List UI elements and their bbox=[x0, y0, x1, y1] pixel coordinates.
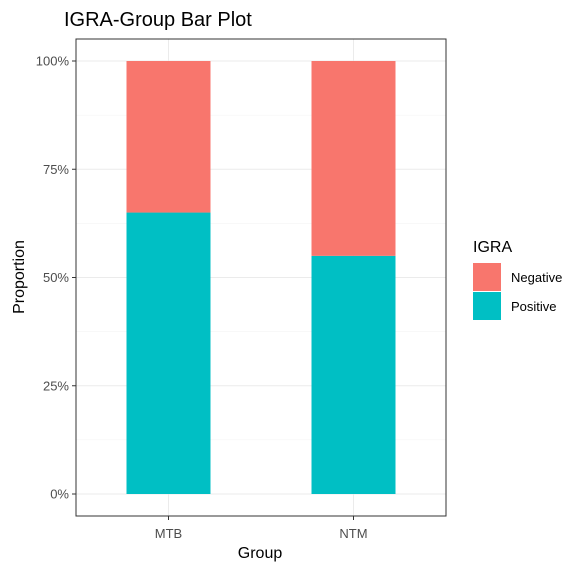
x-axis-title: Group bbox=[238, 545, 283, 562]
chart-title: IGRA-Group Bar Plot bbox=[64, 9, 252, 31]
legend-title: IGRA bbox=[473, 239, 512, 256]
y-tick-label: 50% bbox=[43, 270, 69, 285]
bar-mtb-positive bbox=[126, 212, 211, 495]
x-tick-label: NTM bbox=[339, 526, 367, 541]
y-tick-label: 75% bbox=[43, 162, 69, 177]
bar-ntm-negative bbox=[311, 61, 396, 256]
legend-label-positive: Positive bbox=[511, 299, 557, 314]
y-tick-label: 25% bbox=[43, 378, 69, 393]
legend-key-positive bbox=[473, 292, 501, 320]
legend-label-negative: Negative bbox=[511, 270, 562, 285]
legend: IGRA Negative Positive bbox=[473, 239, 562, 320]
y-tick-label: 0% bbox=[50, 487, 69, 502]
y-axis-title: Proportion bbox=[11, 240, 28, 314]
bar-mtb-negative bbox=[126, 61, 211, 213]
plot-area: 0% 25% 50% 75% 100% MTB NTM bbox=[36, 38, 447, 541]
x-tick-label: MTB bbox=[155, 526, 182, 541]
bar-ntm-positive bbox=[311, 255, 396, 494]
legend-key-negative bbox=[473, 263, 501, 291]
y-tick-label: 100% bbox=[36, 54, 70, 69]
